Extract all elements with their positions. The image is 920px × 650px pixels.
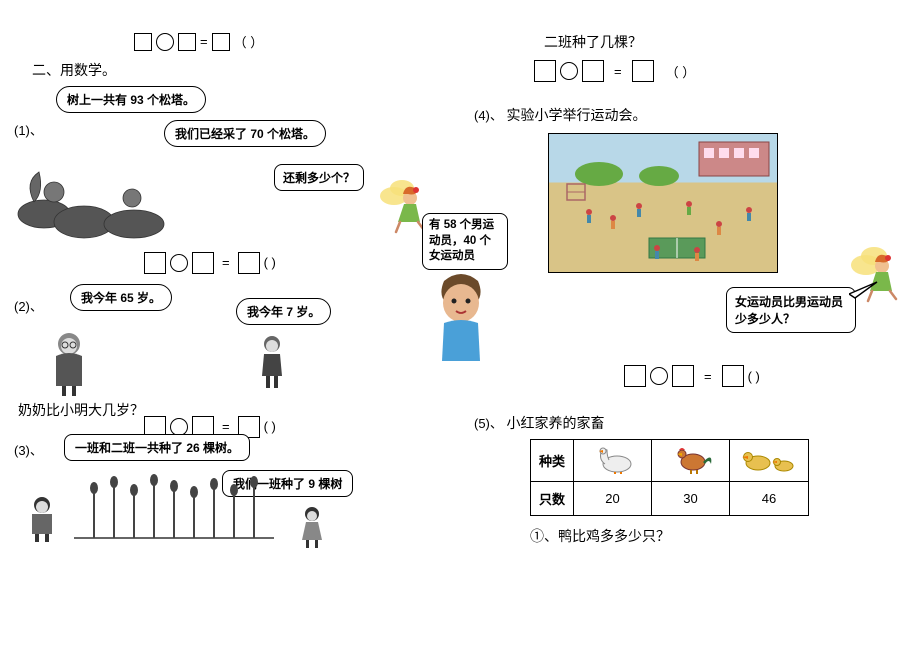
paren-blank: ( ) [748,369,760,384]
blank-box [212,33,230,51]
top-equation: = （ ） [134,32,263,51]
child-right-icon [294,504,330,550]
table-cell: 20 [574,482,652,516]
q5-title: 小红家养的家畜 [507,415,605,431]
plants-illustration [74,474,274,542]
sports-illustration [548,133,778,273]
boy-icon [254,332,290,392]
blank-box [582,60,604,82]
blank-circle [560,62,578,80]
blank-box [722,365,744,387]
q4-title: 实验小学举行运动会。 [507,107,647,123]
q1-number: (1)、 [14,120,43,139]
duck-icon [730,440,809,482]
table-cell: 30 [652,482,730,516]
q4-speech-question: 女运动员比男运动员少多少人？ [726,287,856,333]
q5-number: (5)、 [474,416,503,431]
blank-circle [650,367,668,385]
animal-table: 种类 [530,439,809,516]
blank-box [624,365,646,387]
equals-sign: = [200,34,208,49]
blank-box [144,252,166,274]
q5-sub1: ①、鸭比鸡多多少只？ [530,526,906,546]
goose-icon [574,440,652,482]
q4-number: (4)、 [474,108,503,123]
q3-number: (3)、 [14,440,43,459]
paren-blank: ( ) [264,419,276,434]
q3-bubble-total: 一班和二班一共种了 26 棵树。 [64,434,250,461]
q2-bubble-grandma: 我今年 65 岁。 [70,284,172,311]
grandma-icon [44,328,94,398]
paren-blank: ( ) [264,255,276,270]
blank-box [238,252,260,274]
q1-bubble-question: 还剩多少个？ [274,164,364,191]
q4-equation: = ( ) [624,365,760,387]
right-top-question: 二班种了几棵？ [544,32,906,52]
boy-head-icon [426,273,496,363]
q2-question: 奶奶比小明大几岁？ [18,400,144,420]
q2-number: (2)、 [14,296,43,315]
table-cell: 46 [730,482,809,516]
child-left-icon [22,494,62,544]
q4-speech-counts: 有 58 个男运动员，40 个女运动员 [422,213,508,270]
blank-box [192,252,214,274]
right-top-equation: = （ ） [534,60,695,82]
q1-bubble-total: 树上一共有 93 个松塔。 [56,86,206,113]
blank-box [534,60,556,82]
blank-box [672,365,694,387]
blank-box [134,33,152,51]
section-heading: 二、用数学。 [32,60,446,80]
blank-box [178,33,196,51]
paren-blank: （ ） [234,32,264,51]
q2-bubble-boy: 我今年 7 岁。 [236,298,331,325]
table-header-count: 只数 [531,482,574,516]
q1-illustration [14,142,194,242]
q1-equation: = ( ) [144,252,276,274]
blank-circle [170,254,188,272]
paren-blank: （ ） [666,62,696,81]
rooster-icon [652,440,730,482]
table-header-kind: 种类 [531,440,574,482]
blank-box [632,60,654,82]
blank-circle [156,33,174,51]
table-row: 只数 20 30 46 [531,482,809,516]
table-row: 种类 [531,440,809,482]
